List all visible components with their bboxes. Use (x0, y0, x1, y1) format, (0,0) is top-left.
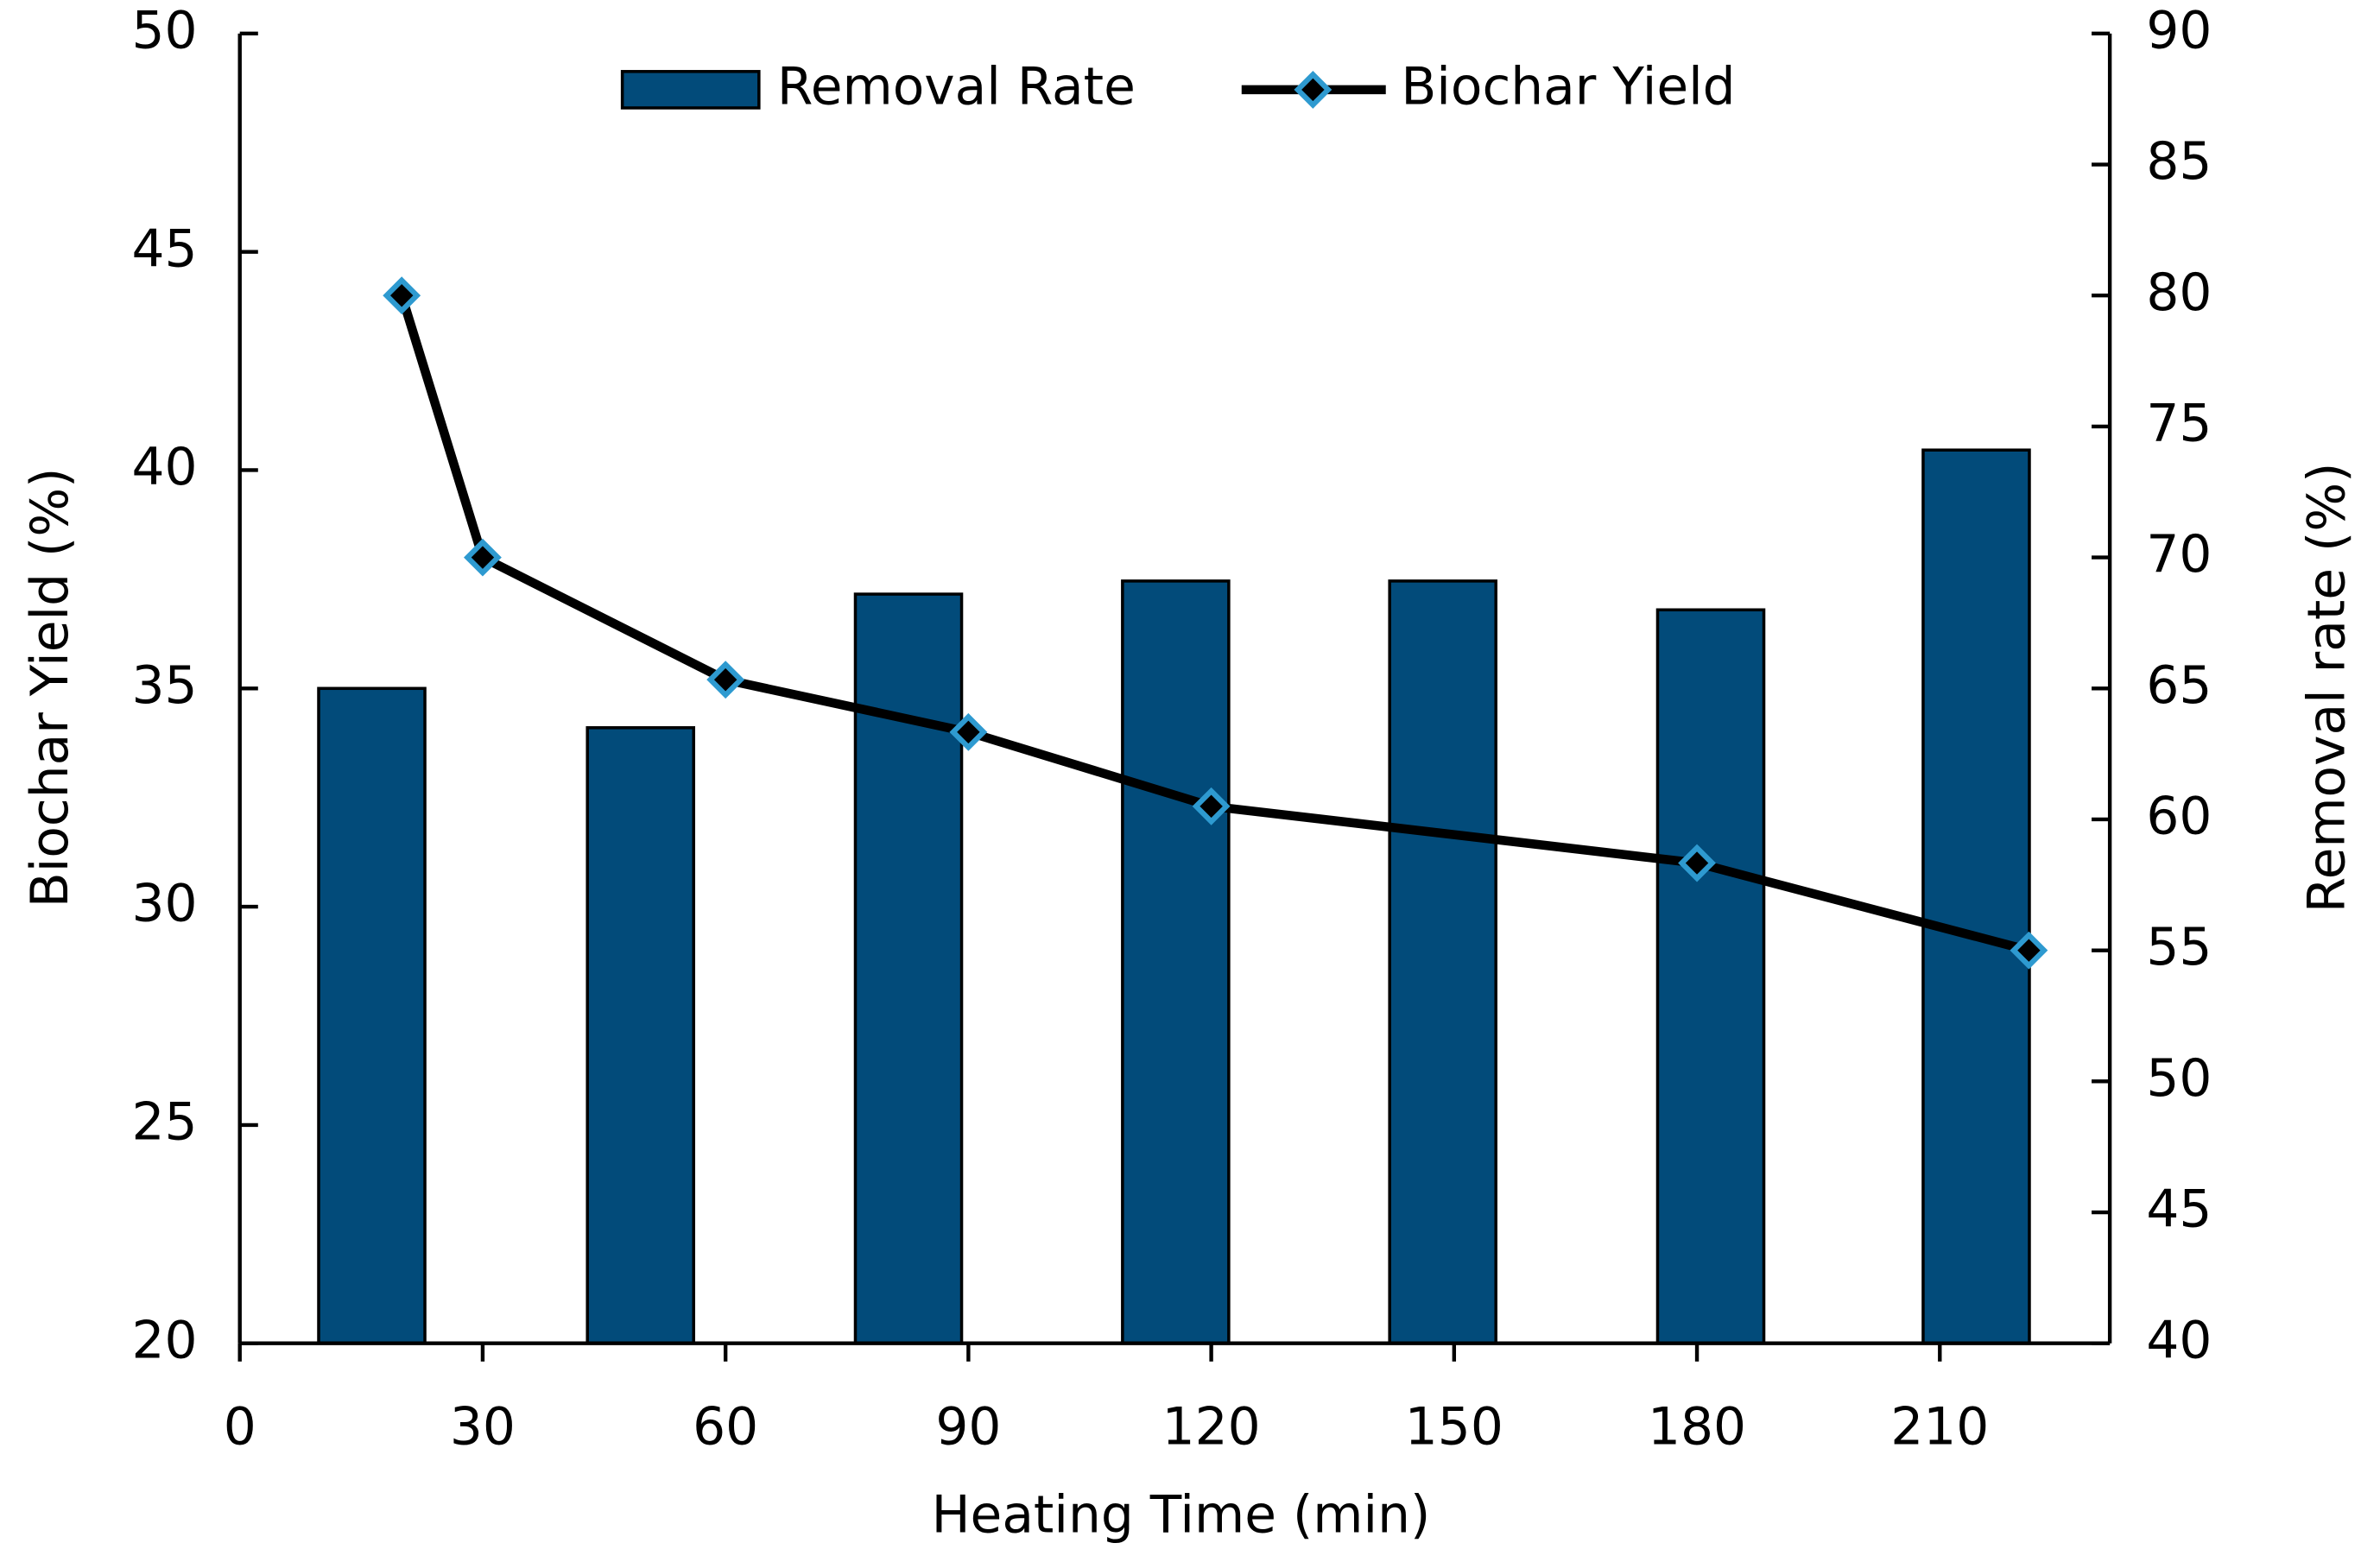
bar (1121, 579, 1231, 1345)
y2-tick-label: 40 (2146, 1311, 2212, 1370)
bar (1388, 579, 1497, 1345)
y-tick-label: 25 (131, 1092, 197, 1152)
bar (1921, 448, 2031, 1345)
x-tick-label: 150 (1405, 1397, 1503, 1457)
y-tick-label: 50 (131, 1, 197, 60)
x-tick-label: 120 (1162, 1397, 1261, 1457)
y2-tick-label: 70 (2146, 525, 2212, 585)
marker (1678, 844, 1716, 882)
x-tick-label: 30 (450, 1397, 516, 1457)
bar (317, 686, 427, 1345)
marker (383, 276, 421, 315)
bar (1655, 608, 1766, 1345)
x-tick-label: 210 (1890, 1397, 1989, 1457)
legend-swatch (620, 70, 761, 110)
y-tick-label: 45 (131, 219, 197, 279)
y-tick-label: 35 (131, 656, 197, 716)
y2-tick-label: 90 (2146, 1, 2212, 60)
legend-label: Biochar Yield (1401, 57, 1735, 117)
bar (586, 726, 696, 1345)
y-axis-label: Biochar Yield (%) (21, 468, 80, 908)
y-tick-label: 30 (131, 875, 197, 934)
marker (949, 712, 988, 751)
marker (706, 661, 745, 699)
x-tick-label: 90 (935, 1397, 1001, 1457)
legend-label: Removal Rate (777, 57, 1136, 117)
x-tick-label: 0 (224, 1397, 256, 1457)
y-tick-label: 40 (131, 438, 197, 497)
x-tick-label: 180 (1648, 1397, 1746, 1457)
marker (464, 538, 502, 577)
y2-tick-label: 75 (2146, 395, 2212, 454)
y2-tick-label: 80 (2146, 263, 2212, 323)
y2-tick-label: 50 (2146, 1049, 2212, 1109)
y-tick-label: 20 (131, 1311, 197, 1370)
x-axis-label: Heating Time (min) (932, 1485, 1431, 1545)
marker (2010, 931, 2048, 970)
y2-tick-label: 55 (2146, 918, 2212, 977)
legend-marker (1294, 70, 1332, 109)
y2-tick-label: 60 (2146, 787, 2212, 847)
x-tick-label: 60 (693, 1397, 758, 1457)
y2-axis-label: Removal rate (%) (2298, 463, 2358, 914)
marker (1192, 787, 1231, 825)
y2-tick-label: 65 (2146, 656, 2212, 716)
y2-tick-label: 45 (2146, 1180, 2212, 1240)
y2-tick-label: 85 (2146, 132, 2212, 192)
